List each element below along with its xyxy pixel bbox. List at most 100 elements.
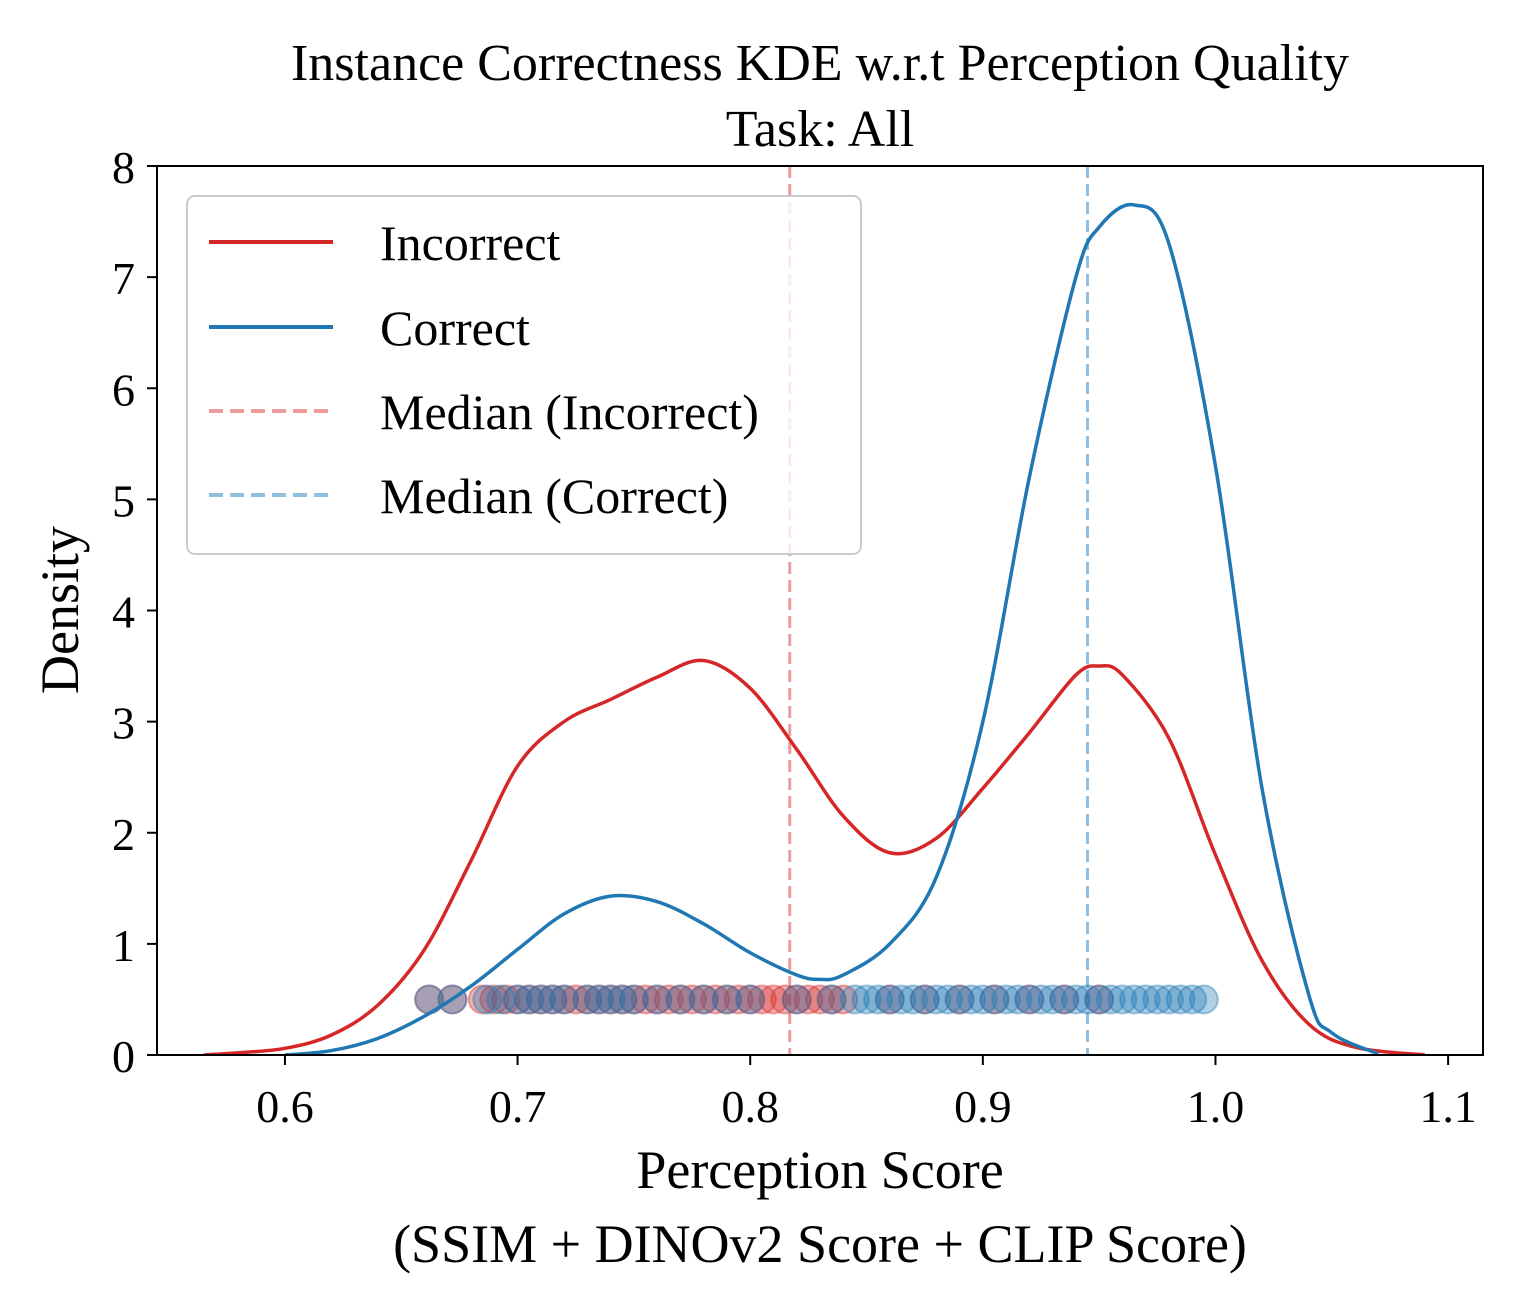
scatter-point-incorrect: [758, 984, 789, 1015]
legend: Incorrect Correct Median (Incorrect) Med…: [186, 195, 862, 555]
scatter-point-incorrect: [572, 984, 603, 1015]
x-tick-label: 1.0: [1187, 1081, 1245, 1132]
x-axis-label: Perception Score: [636, 1140, 1003, 1200]
scatter-point-correct: [472, 984, 503, 1015]
scatter-point-correct: [1084, 984, 1115, 1015]
scatter-point-correct: [595, 984, 626, 1015]
scatter-point-incorrect: [514, 984, 545, 1015]
scatter-point-incorrect: [944, 984, 975, 1015]
scatter-point-incorrect: [781, 984, 812, 1015]
legend-label-correct: Correct: [380, 300, 530, 356]
scatter-point-incorrect: [618, 984, 649, 1015]
scatter-point-correct: [886, 984, 917, 1015]
y-tick-label: 1: [112, 920, 135, 971]
scatter-point-correct: [1049, 984, 1080, 1015]
scatter-point-correct: [549, 984, 580, 1015]
scatter-point-correct: [572, 984, 603, 1015]
legend-label-median-correct: Median (Correct): [380, 468, 728, 524]
scatter-point-correct: [1026, 984, 1056, 1015]
y-tick-label: 4: [112, 587, 135, 638]
scatter-point-correct: [781, 984, 812, 1015]
scatter-point-incorrect: [502, 984, 533, 1015]
scatter-point-correct: [735, 984, 766, 1015]
scatter-point-incorrect: [665, 984, 696, 1015]
scatter-point-correct: [967, 984, 998, 1015]
scatter-point-incorrect: [677, 984, 708, 1015]
scatter-point-correct: [1037, 984, 1068, 1015]
scatter-point-correct: [816, 984, 847, 1015]
y-tick-label: 2: [112, 809, 135, 860]
scatter-point-incorrect: [1014, 984, 1045, 1015]
scatter-point-correct: [502, 984, 533, 1015]
scatter-point-incorrect: [607, 984, 638, 1015]
y-tick-label: 0: [112, 1031, 135, 1082]
y-tick-label: 3: [112, 698, 135, 749]
scatter-point-incorrect: [537, 984, 568, 1015]
kde-curve-correct: [284, 202, 1380, 1055]
scatter-point-incorrect: [816, 984, 847, 1015]
scatter-point-correct: [1142, 984, 1173, 1015]
scatter-point-correct: [665, 984, 696, 1015]
scatter-point-correct: [1060, 984, 1091, 1015]
scatter-point-correct: [1072, 984, 1103, 1015]
scatter-point-correct: [979, 984, 1010, 1015]
scatter-point-correct: [944, 984, 975, 1015]
scatter-point-incorrect: [584, 984, 614, 1015]
y-tick-label: 7: [112, 253, 135, 304]
scatter-point-correct: [898, 984, 929, 1015]
x-tick-label: 0.8: [721, 1081, 779, 1132]
scatter-point-correct: [688, 984, 719, 1015]
scatter-point-correct: [525, 984, 556, 1015]
legend-label-incorrect: Incorrect: [380, 215, 561, 271]
chart-title: Instance Correctness KDE w.r.t Perceptio…: [291, 35, 1349, 92]
scatter-point-correct: [1165, 984, 1196, 1015]
legend-box: [186, 195, 862, 555]
y-axis-label: Density: [30, 526, 90, 694]
legend-label-median-incorrect: Median (Incorrect): [380, 384, 759, 440]
scatter-point-incorrect: [1084, 984, 1115, 1015]
scatter-point-correct: [851, 984, 882, 1015]
scatter-point-incorrect: [793, 984, 824, 1015]
scatter-point-correct: [1188, 984, 1219, 1015]
scatter-point-correct: [1014, 984, 1045, 1015]
scatter-point-correct: [607, 984, 638, 1015]
scatter-point-correct: [486, 984, 517, 1015]
scatter-point-correct: [1119, 984, 1150, 1015]
scatter-point-correct: [1153, 984, 1184, 1015]
scatter-point-incorrect: [700, 984, 731, 1015]
scatter-point-incorrect: [770, 984, 801, 1015]
scatter-point-correct: [584, 984, 614, 1015]
scatter-point-incorrect: [653, 984, 684, 1015]
scatter-point-incorrect: [723, 984, 754, 1015]
scatter-point-incorrect: [688, 984, 719, 1015]
scatter-point-correct: [618, 984, 649, 1015]
x-tick-label: 1.1: [1419, 1081, 1477, 1132]
scatter-point-correct: [991, 984, 1022, 1015]
scatter-point-incorrect: [746, 984, 777, 1015]
scatter-point-incorrect: [874, 984, 905, 1015]
scatter-point-correct: [1107, 984, 1138, 1015]
scatter-point-incorrect: [711, 984, 742, 1015]
scatter-point-incorrect: [560, 984, 591, 1015]
kde-curve-incorrect: [203, 658, 1426, 1055]
x-tick-label: 0.7: [489, 1081, 547, 1132]
scatter-point-correct: [514, 984, 545, 1015]
scatter-point-incorrect: [979, 984, 1010, 1015]
scatter-point-correct: [1095, 984, 1126, 1015]
scatter-point-correct: [956, 984, 987, 1015]
scatter-point-correct: [909, 984, 940, 1015]
scatter-point-correct: [1130, 984, 1161, 1015]
scatter-point-incorrect: [735, 984, 766, 1015]
scatter-point-correct: [711, 984, 742, 1015]
scatter-point-correct: [1002, 984, 1033, 1015]
scatter-point-incorrect: [642, 984, 673, 1015]
scatter-point-correct: [1177, 984, 1208, 1015]
x-axis-label-line2: (SSIM + DINOv2 Score + CLIP Score): [393, 1214, 1247, 1274]
scatter-point-incorrect: [1049, 984, 1080, 1015]
scatter-point-incorrect: [479, 984, 510, 1015]
scatter-point-correct: [537, 984, 568, 1015]
y-tick-label: 6: [112, 364, 135, 415]
chart-subtitle: Task: All: [726, 101, 914, 158]
scatter-point-correct: [874, 984, 905, 1015]
